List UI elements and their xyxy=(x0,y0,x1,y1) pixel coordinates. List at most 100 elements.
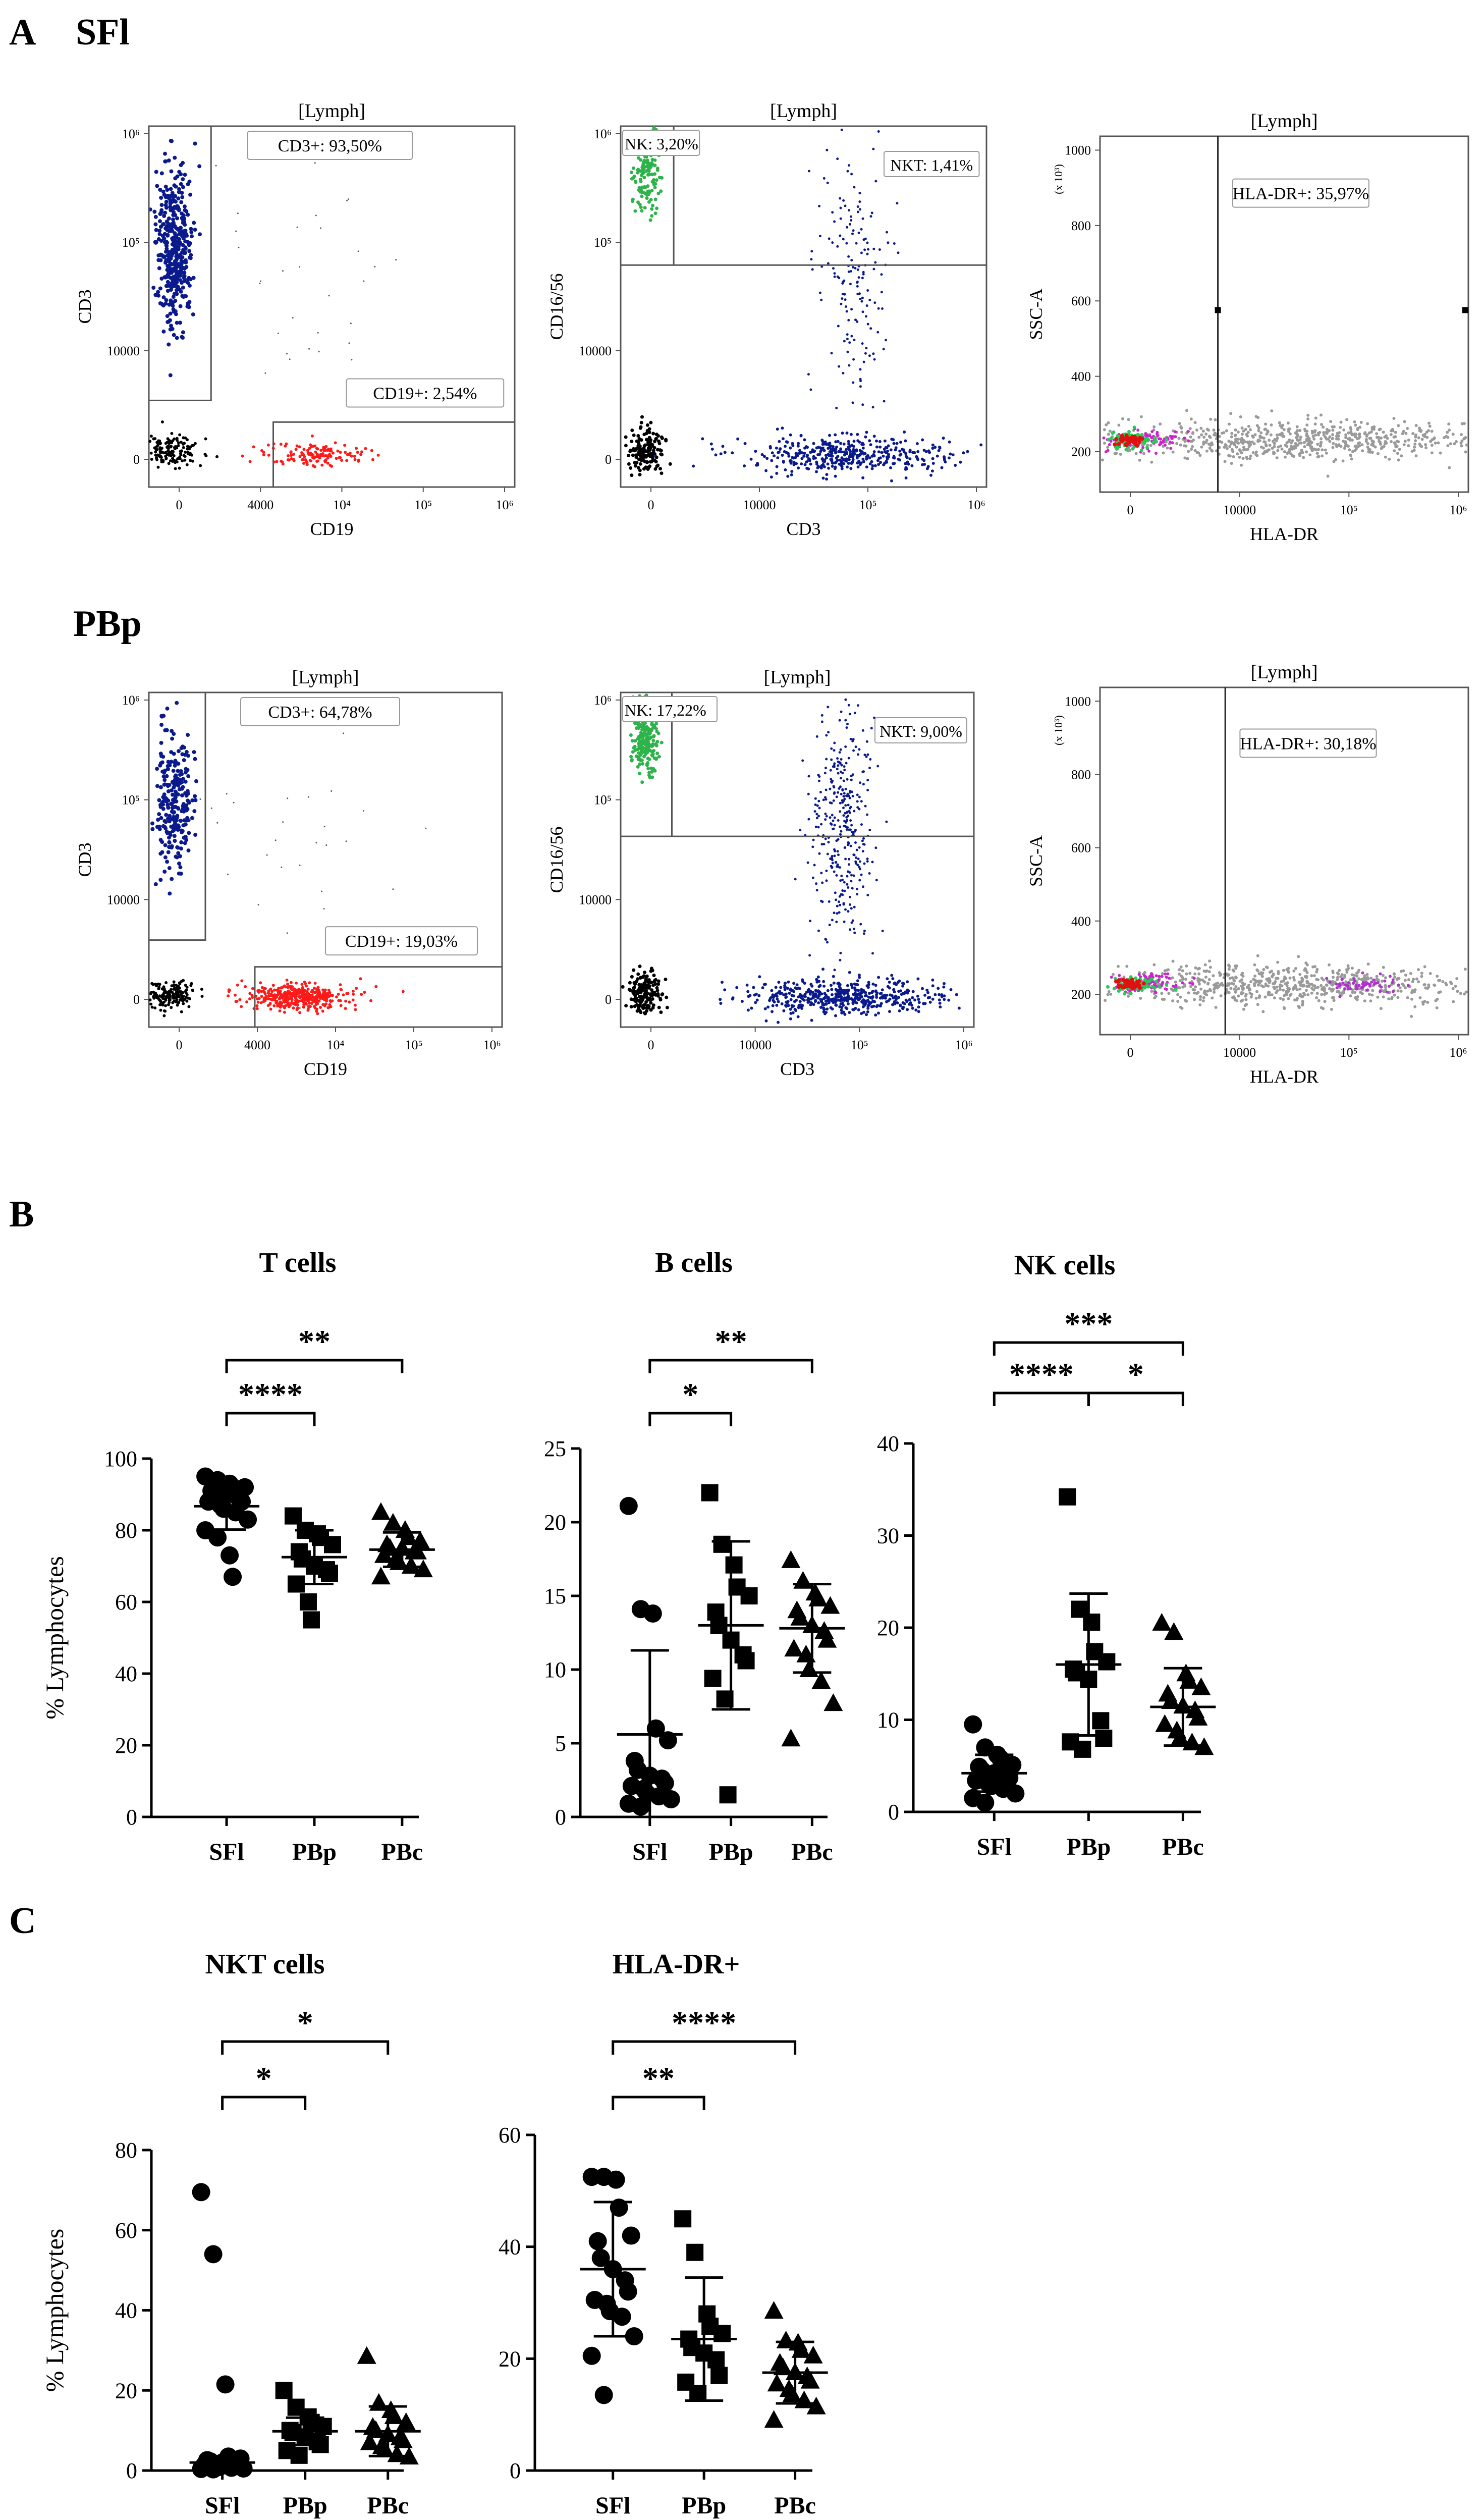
event-dot xyxy=(164,239,169,244)
event-dot xyxy=(1271,447,1274,450)
event-dot xyxy=(317,332,319,334)
event-dot xyxy=(911,990,915,993)
event-dot xyxy=(866,860,869,863)
event-dot xyxy=(172,292,177,296)
event-dot xyxy=(182,809,186,814)
event-dot xyxy=(1357,442,1360,445)
event-dot xyxy=(194,779,198,783)
event-dot xyxy=(835,406,838,409)
event-dot xyxy=(896,1001,899,1005)
event-dot xyxy=(164,194,169,198)
event-dot xyxy=(331,790,333,792)
event-dot xyxy=(156,454,160,457)
event-dot xyxy=(235,230,237,232)
event-dot xyxy=(859,380,862,383)
event-dot xyxy=(1411,432,1415,435)
event-dot xyxy=(315,987,318,991)
event-dot xyxy=(654,727,658,731)
event-dot xyxy=(858,208,861,211)
event-dot xyxy=(869,215,872,218)
event-dot xyxy=(846,465,849,469)
event-dot xyxy=(1427,421,1431,425)
event-dot xyxy=(868,298,871,301)
event-dot xyxy=(848,871,851,874)
event-dot xyxy=(299,266,300,268)
event-dot xyxy=(350,323,352,325)
event-dot xyxy=(395,259,397,261)
event-dot xyxy=(179,182,183,186)
event-dot xyxy=(843,450,846,454)
event-dot xyxy=(1410,450,1414,453)
event-dot xyxy=(637,989,641,993)
event-dot xyxy=(1174,435,1177,439)
event-dot xyxy=(856,983,859,986)
event-dot xyxy=(848,790,851,792)
event-dot xyxy=(283,1010,286,1014)
event-dot xyxy=(160,769,165,774)
event-dot xyxy=(868,829,871,832)
event-dot xyxy=(916,977,920,981)
event-dot xyxy=(1366,962,1370,966)
event-dot xyxy=(629,171,633,174)
event-dot xyxy=(286,982,289,986)
event-dot xyxy=(942,437,945,440)
event-dot xyxy=(721,445,725,448)
event-dot xyxy=(175,437,179,440)
event-dot xyxy=(868,439,871,443)
event-dot xyxy=(183,822,188,827)
event-dot xyxy=(1230,982,1234,985)
event-dot xyxy=(186,212,190,217)
event-dot xyxy=(847,910,850,913)
event-dot xyxy=(289,358,291,360)
event-dot xyxy=(1228,445,1232,448)
event-dot xyxy=(650,214,654,218)
event-dot xyxy=(793,1007,797,1011)
event-dot xyxy=(325,999,328,1003)
event-dot xyxy=(816,804,819,807)
event-dot xyxy=(256,1000,260,1004)
event-dot xyxy=(169,459,172,463)
event-dot xyxy=(1460,439,1464,443)
event-dot xyxy=(1464,450,1467,454)
event-dot xyxy=(917,998,920,1001)
event-dot xyxy=(170,191,175,195)
event-dot xyxy=(321,452,324,456)
event-dot xyxy=(826,852,829,855)
event-dot xyxy=(917,1001,921,1004)
event-dot xyxy=(311,990,314,994)
event-dot xyxy=(832,827,835,830)
event-dot xyxy=(861,999,864,1002)
event-dot xyxy=(178,466,181,470)
event-dot xyxy=(861,310,864,313)
event-dot xyxy=(802,454,806,458)
gate-label: [Lymph] xyxy=(298,100,365,122)
event-dot xyxy=(824,818,827,821)
event-dot xyxy=(834,474,837,478)
event-dot xyxy=(642,160,646,164)
event-dot xyxy=(836,757,839,760)
event-dot xyxy=(789,988,792,992)
event-dot xyxy=(1132,425,1136,430)
event-dot xyxy=(830,452,834,455)
event-dot xyxy=(821,900,824,903)
event-dot xyxy=(829,801,832,804)
event-dot xyxy=(169,845,174,850)
event-dot xyxy=(359,453,363,456)
event-dot xyxy=(839,206,842,209)
x-tick-label: 10⁶ xyxy=(483,1038,501,1052)
event-dot xyxy=(192,809,197,814)
event-dot xyxy=(800,462,803,466)
event-dot xyxy=(1414,424,1418,427)
event-dot xyxy=(170,729,174,733)
event-dot xyxy=(1439,451,1442,455)
event-dot xyxy=(1349,978,1352,982)
event-dot xyxy=(914,1008,918,1012)
event-dot xyxy=(883,400,886,403)
event-dot xyxy=(179,289,183,294)
event-dot xyxy=(807,373,810,376)
event-dot xyxy=(1341,459,1345,463)
event-dot xyxy=(887,453,890,456)
event-dot xyxy=(657,755,661,759)
event-dot xyxy=(906,980,909,984)
event-dot xyxy=(1302,441,1306,444)
